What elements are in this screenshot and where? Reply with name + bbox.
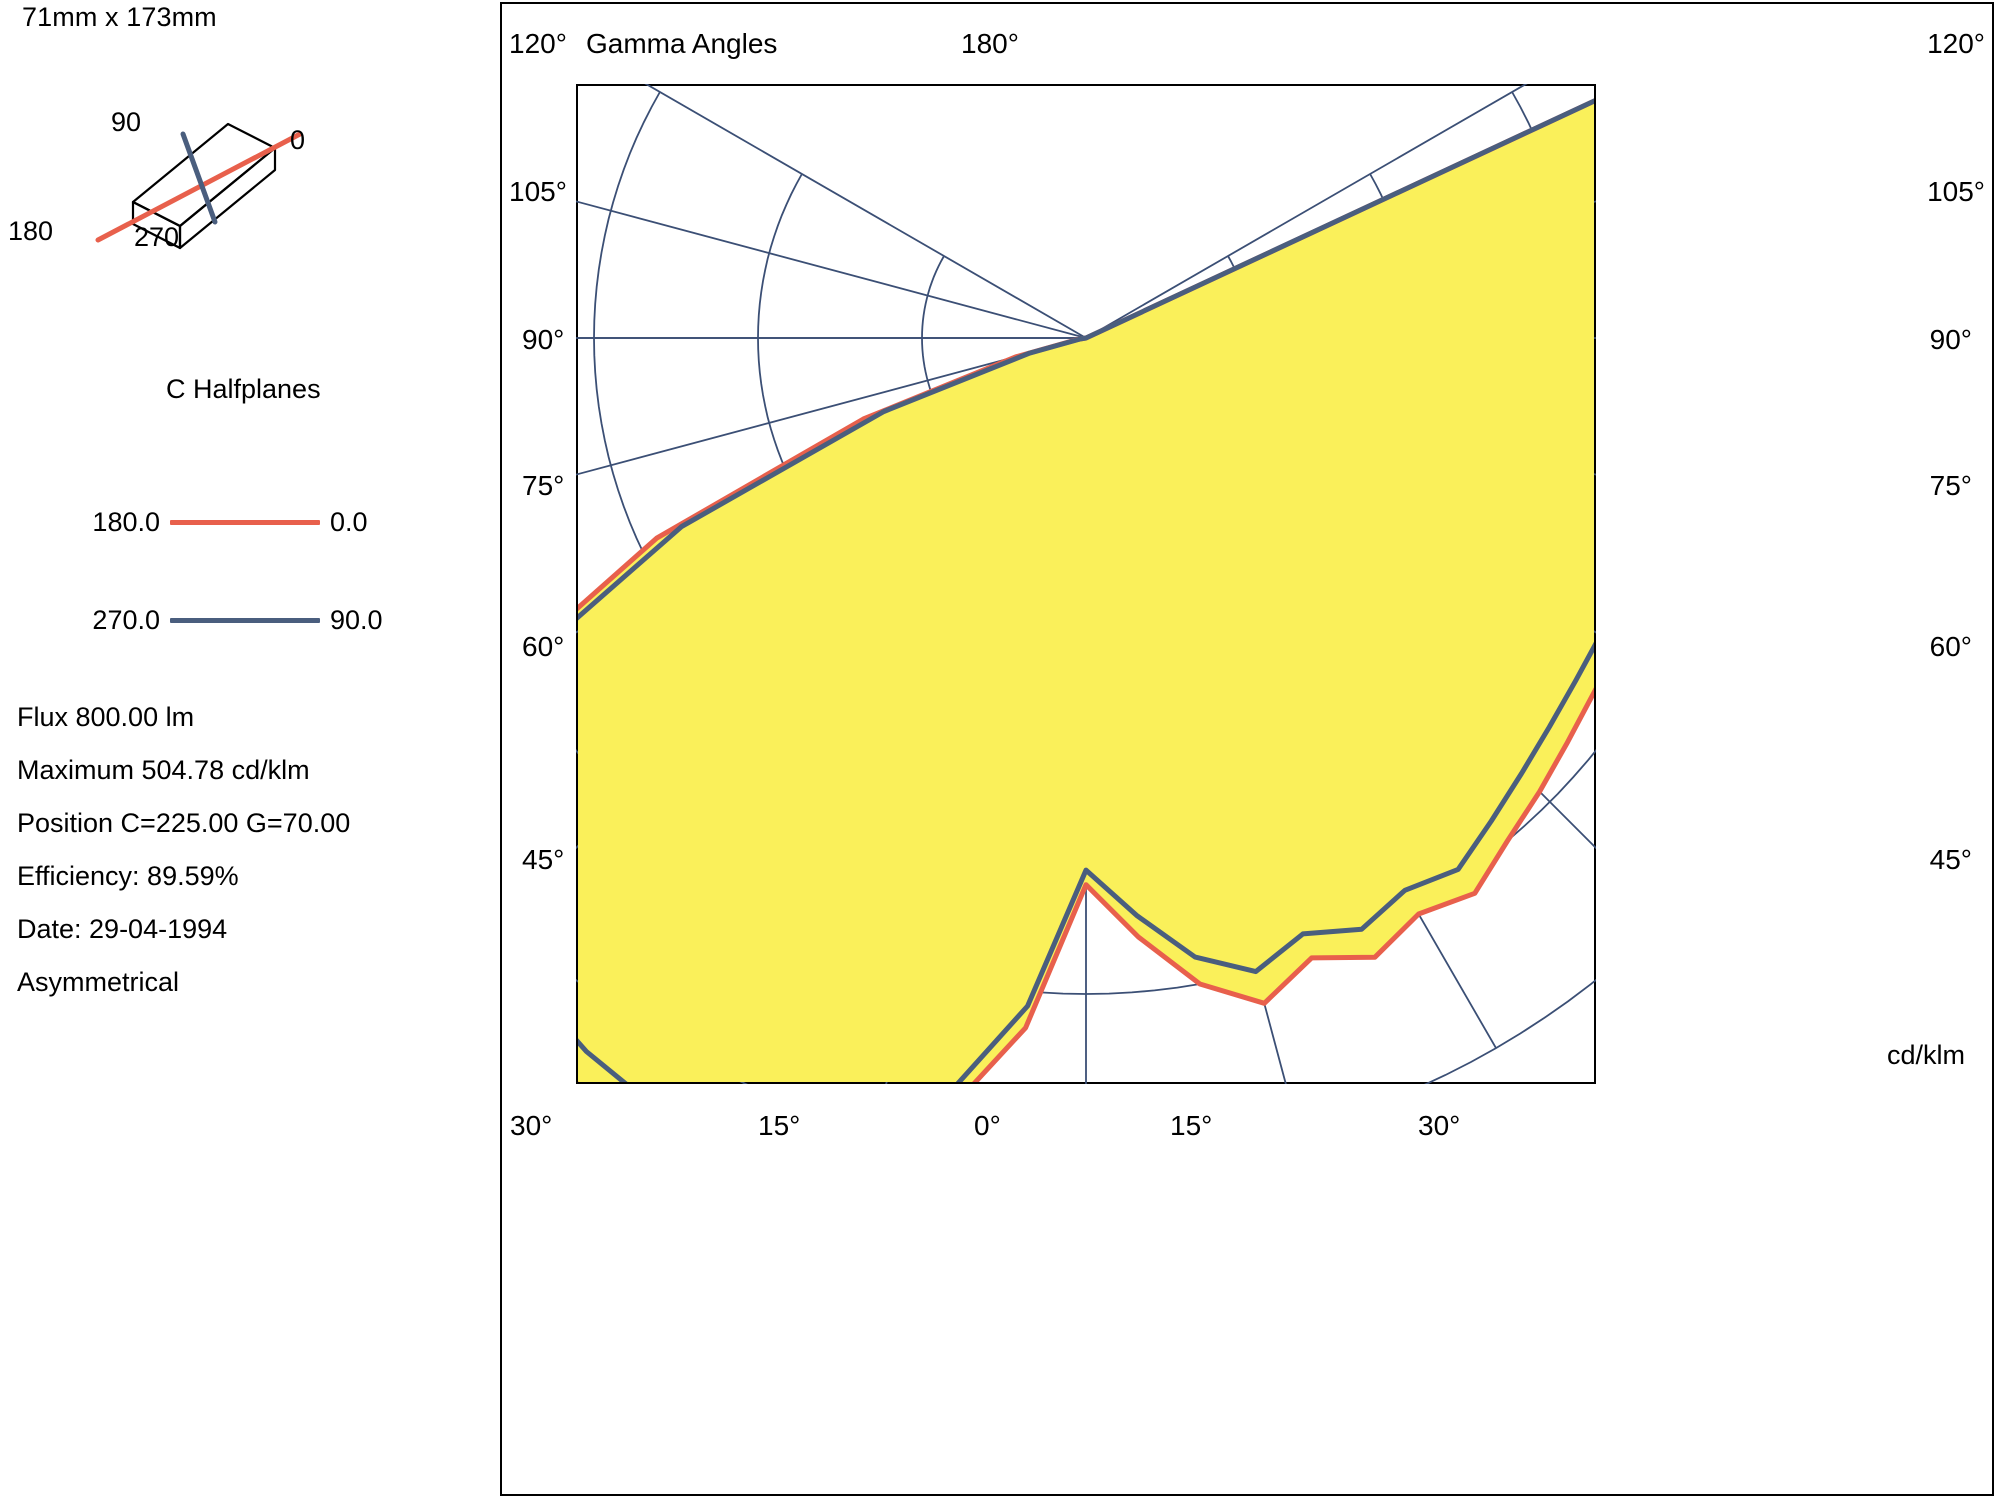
stat-efficiency: Efficiency: 89.59% <box>17 861 239 891</box>
gamma-label-right-120: 120° <box>1927 28 1985 59</box>
luminaire-axis-label-0: 0 <box>290 125 306 155</box>
legend-line-swatch-0 <box>170 519 320 525</box>
legend-left-label-0: 180.0 <box>92 506 160 537</box>
gamma-label-right-60: 60° <box>1929 631 1972 662</box>
gamma-label-right-105: 105° <box>1927 176 1985 207</box>
info-panel: 71mm x 173mm 90 0 270 <box>0 0 495 1500</box>
legend-left-label-1: 270.0 <box>92 604 160 635</box>
chart-title: Gamma Angles <box>586 28 778 59</box>
legend-item-0: 180.0 0.0 <box>0 502 420 542</box>
gamma-label-right-90: 90° <box>1929 324 1972 355</box>
bottom-label-15-right: 15° <box>1170 1110 1213 1141</box>
polar-chart-panel: Gamma Angles 180° 120° 105° 90° 75° 60° … <box>500 2 1994 1496</box>
luminaire-figure: 90 0 270 180 <box>8 107 360 287</box>
gamma-label-right-45: 45° <box>1929 844 1972 875</box>
legend-line-swatch-1 <box>170 617 320 623</box>
luminaire-axis-label-180: 180 <box>8 216 54 246</box>
top-axis-label-180: 180° <box>961 28 1019 59</box>
legend-right-label-0: 0.0 <box>330 506 368 537</box>
stat-date: Date: 29-04-1994 <box>17 914 228 944</box>
stat-flux: Flux 800.00 lm <box>17 702 195 732</box>
luminaire-dimensions-label: 71mm x 173mm <box>22 2 217 32</box>
gamma-label-left-120: 120° <box>509 28 567 59</box>
bottom-label-0: 0° <box>974 1110 1001 1141</box>
intensity-curves <box>578 98 1594 1082</box>
polar-plot-area <box>576 84 1596 1084</box>
gamma-label-left-45: 45° <box>522 844 565 875</box>
legend-right-label-1: 90.0 <box>330 604 383 635</box>
bottom-label-30-right: 30° <box>1418 1110 1461 1141</box>
luminaire-axis-label-270: 270 <box>134 222 180 252</box>
c-halfplanes-title: C Halfplanes <box>166 374 321 404</box>
gamma-label-left-105: 105° <box>509 176 567 207</box>
c-plane-axis-90-270 <box>180 131 218 225</box>
polar-plot-svg <box>576 84 1596 1084</box>
gamma-label-left-60: 60° <box>522 631 565 662</box>
gamma-label-left-75: 75° <box>522 470 565 501</box>
bottom-label-30-left: 30° <box>510 1110 553 1141</box>
stat-maximum: Maximum 504.78 cd/klm <box>17 755 310 785</box>
luminaire-axis-label-90: 90 <box>111 107 142 137</box>
stat-position: Position C=225.00 G=70.00 <box>17 808 351 838</box>
stat-symmetry: Asymmetrical <box>17 967 180 997</box>
photometric-stats-block: Flux 800.00 lm Maximum 504.78 cd/klm Pos… <box>17 704 477 1022</box>
legend-item-1: 270.0 90.0 <box>0 600 420 640</box>
bottom-label-15-left: 15° <box>758 1110 801 1141</box>
gamma-label-left-90: 90° <box>522 324 565 355</box>
c-plane-axis-0-180 <box>95 131 303 243</box>
gamma-label-right-75: 75° <box>1929 470 1972 501</box>
unit-label-cdklm: cd/klm <box>1886 1040 1965 1070</box>
